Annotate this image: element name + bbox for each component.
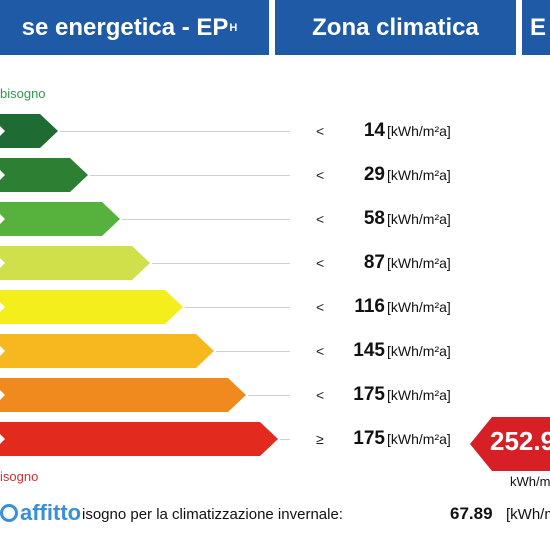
scale-comparator: < (316, 387, 325, 403)
scale-bar (0, 422, 278, 456)
current-class-pointer (470, 417, 550, 471)
scale-row: <87 [kWh/m²a] (0, 246, 550, 280)
header-title-subscript: H (229, 21, 238, 34)
scale-threshold-unit: [kWh/m²a] (387, 343, 451, 359)
scale-guide-line (122, 219, 290, 220)
scale-row: <145 [kWh/m²a] (0, 334, 550, 368)
scale-guide-line (60, 131, 290, 132)
scale-bar (0, 114, 58, 148)
pointer-unit: kWh/m (510, 474, 550, 489)
scale-row: ≥175 [kWh/m²a] (0, 422, 550, 456)
scale-row: <29 [kWh/m²a] (0, 158, 550, 192)
footer-unit: [kWh/m (506, 506, 550, 523)
scale-bar (0, 246, 150, 280)
scale-guide-line (152, 263, 290, 264)
scale-threshold-value: 87 (363, 252, 385, 273)
scale-bar (0, 202, 120, 236)
scale-threshold-unit: [kWh/m²a] (387, 211, 451, 227)
scale-threshold-value: 58 (363, 208, 385, 229)
scale-threshold-value: 29 (363, 164, 385, 185)
scale-comparator: < (316, 299, 325, 315)
scale-comparator: < (316, 167, 325, 183)
scale-row: <14 [kWh/m²a] (0, 114, 550, 148)
header-title-text: se energetica - EP (21, 13, 229, 41)
scale-bar (0, 378, 246, 412)
scale-guide-line (185, 307, 290, 308)
scale-threshold-unit: [kWh/m²a] (387, 255, 451, 271)
pointer-value: 252.9 (490, 426, 550, 456)
scale-threshold-value: 175 (353, 428, 385, 449)
footer-description: isogno per la climatizzazione invernale: (82, 506, 343, 523)
scale-threshold-unit: [kWh/m²a] (387, 299, 451, 315)
scale-comparator: < (316, 123, 325, 139)
scale-threshold-value: 175 (353, 384, 385, 405)
affitto-logo[interactable]: affitto (0, 500, 81, 526)
logo-text: affitto (20, 500, 82, 525)
scale-comparator: < (316, 343, 325, 359)
scale-threshold-unit: [kWh/m²a] (387, 387, 451, 403)
scale-comparator: < (316, 255, 325, 271)
scale-row: <116 [kWh/m²a] (0, 290, 550, 324)
footer-value: 67.89 (450, 504, 493, 523)
scale-bottom-label: isogno (0, 469, 39, 484)
pointer-arrow-shape (470, 417, 550, 471)
scale-bar (0, 290, 183, 324)
scale-bar (0, 334, 214, 368)
scale-bar (0, 158, 88, 192)
scale-threshold-value: 116 (354, 296, 385, 317)
scale-guide-line (216, 351, 290, 352)
header-third-cell: E (522, 0, 550, 55)
logo-circle-icon (0, 504, 18, 522)
header-bar: se energetica - EP H Zona climatica E (0, 0, 550, 55)
scale-threshold-value: 145 (353, 340, 385, 361)
scale-threshold-value: 14 (363, 120, 385, 141)
scale-guide-line (90, 175, 290, 176)
scale-comparator: < (316, 211, 325, 227)
scale-threshold-unit: [kWh/m²a] (387, 431, 451, 447)
scale-guide-line (248, 395, 290, 396)
scale-threshold-unit: [kWh/m²a] (387, 167, 451, 183)
header-title: se energetica - EP H (0, 0, 269, 55)
scale-threshold-unit: [kWh/m²a] (387, 123, 451, 139)
scale-row: <58 [kWh/m²a] (0, 202, 550, 236)
header-zone-title: Zona climatica (275, 0, 516, 55)
scale-top-label: bisogno (0, 86, 46, 101)
scale-comparator: ≥ (316, 431, 324, 447)
scale-guide-line (280, 439, 290, 440)
scale-row: <175 [kWh/m²a] (0, 378, 550, 412)
